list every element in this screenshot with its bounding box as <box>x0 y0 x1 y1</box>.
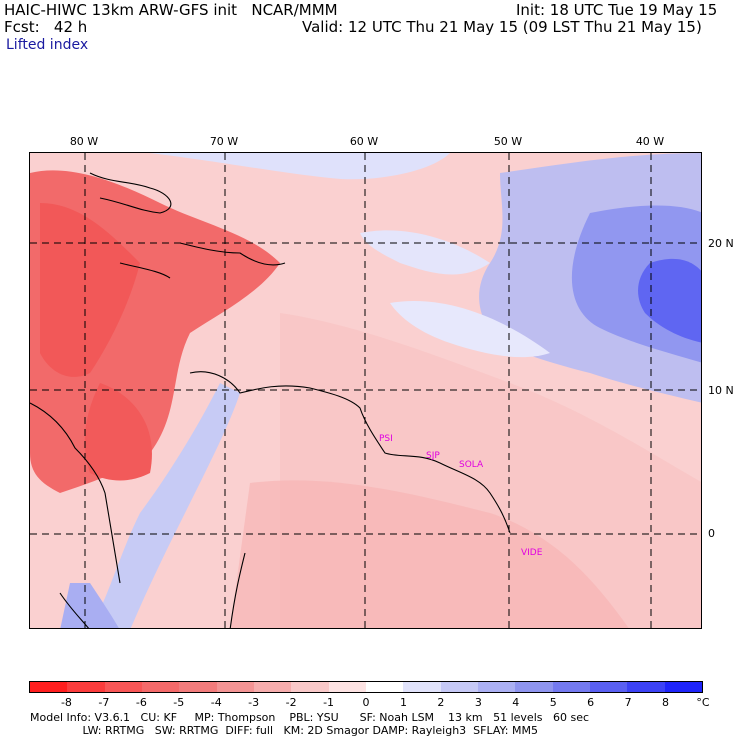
colorbar-tick-label: 5 <box>549 696 557 709</box>
colorbar-tick-label: -5 <box>173 696 185 709</box>
colorbar-swatch <box>67 682 105 692</box>
colorbar-tick-label: -4 <box>210 696 222 709</box>
init-time: Init: 18 UTC Tue 19 May 15 <box>516 1 718 19</box>
colorbar-tick-label: -6 <box>135 696 147 709</box>
colorbar-tick-label: 4 <box>512 696 520 709</box>
colorbar-swatch <box>253 682 292 692</box>
colorbar-swatch <box>664 682 702 692</box>
colorbar-tick-label: 1 <box>399 696 407 709</box>
title-line: HAIC-HIWC 13km ARW-GFS init NCAR/MMM <box>4 1 338 19</box>
model-info-line1: Model Info: V3.6.1 CU: KF MP: Thompson P… <box>30 711 590 724</box>
colorbar-swatch <box>515 682 553 692</box>
colorbar-tick-label: 0 <box>362 696 370 709</box>
colorbar-tick-label: -2 <box>285 696 297 709</box>
colorbar-swatch <box>403 682 441 692</box>
colorbar-tick-label: 7 <box>624 696 632 709</box>
valid-time: Valid: 12 UTC Thu 21 May 15 (09 LST Thu … <box>302 18 702 36</box>
colorbar-swatch <box>104 682 142 692</box>
colorbar-tick-label: 2 <box>437 696 445 709</box>
field-name: Lifted index <box>6 37 89 53</box>
map-svg <box>30 153 701 628</box>
colorbar-tick-label: -8 <box>60 696 72 709</box>
colorbar-swatch <box>216 682 254 692</box>
colorbar-swatch <box>365 682 404 692</box>
city-label-vide: VIDE <box>521 548 543 558</box>
lat-label-20n: 20 N <box>708 237 734 250</box>
forecast-hour: Fcst: 42 h <box>4 18 88 36</box>
colorbar-unit: °C <box>696 696 710 709</box>
lon-label-50w: 50 W <box>493 135 523 148</box>
colorbar-tick-label: -3 <box>248 696 260 709</box>
colorbar-swatch <box>552 682 590 692</box>
colorbar-tick-label: 6 <box>587 696 595 709</box>
colorbar-tick-label: -1 <box>323 696 335 709</box>
colorbar-swatch <box>291 682 329 692</box>
colorbar-swatch <box>627 682 665 692</box>
colorbar-swatch <box>440 682 478 692</box>
city-label-sola: SOLA <box>459 460 484 470</box>
lon-label-80w: 80 W <box>69 135 99 148</box>
lon-label-40w: 40 W <box>635 135 665 148</box>
colorbar-swatch <box>141 682 180 692</box>
lat-label-10n: 10 N <box>708 384 734 397</box>
lon-label-70w: 70 W <box>209 135 239 148</box>
colorbar-swatch <box>589 682 628 692</box>
colorbar-swatch <box>328 682 366 692</box>
colorbar-tick-label: -7 <box>98 696 110 709</box>
colorbar-swatch <box>477 682 516 692</box>
colorbar-swatch <box>30 682 68 692</box>
colorbar-swatch <box>179 682 217 692</box>
colorbar <box>29 681 703 693</box>
colorbar-tick-label: 8 <box>662 696 670 709</box>
colorbar-tick-label: 3 <box>474 696 482 709</box>
lat-label-0: 0 <box>708 527 715 540</box>
lifted-index-map: PSI SJP SOLA VIDE <box>29 152 702 629</box>
city-label-sjp: SJP <box>426 451 440 461</box>
lon-label-60w: 60 W <box>349 135 379 148</box>
model-info-line2: LW: RRTMG SW: RRTMG DIFF: full KM: 2D Sm… <box>30 724 538 737</box>
city-label-psi: PSI <box>379 434 393 444</box>
